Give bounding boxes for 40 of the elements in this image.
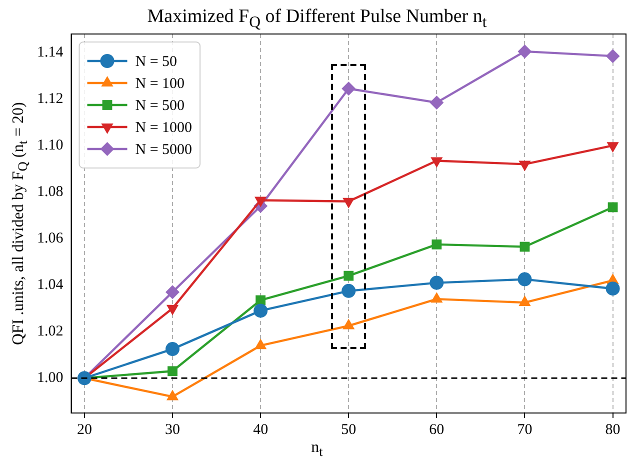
y-tick-label: 1.08 [37, 184, 64, 200]
x-axis-title: n$_{t}$ [310, 438, 324, 460]
point [342, 198, 355, 208]
y-tick-label: 1.10 [37, 138, 64, 154]
point [342, 82, 356, 96]
point [430, 96, 444, 110]
point [606, 282, 620, 296]
point [520, 242, 530, 252]
x-tick-label: 70 [517, 422, 532, 438]
legend-label: N = 1000 [135, 120, 192, 136]
legend-label: N = 100 [135, 76, 185, 92]
x-tick-label: 30 [165, 422, 180, 438]
point [168, 366, 178, 376]
y-tick-label: 1.14 [37, 44, 64, 61]
x-tick-label: 50 [341, 422, 356, 438]
point [432, 239, 442, 250]
point [254, 304, 268, 318]
point [166, 342, 180, 356]
x-tick-label: 20 [76, 422, 92, 438]
y-tick-label: 1.02 [37, 324, 64, 340]
point [606, 49, 620, 64]
point [256, 295, 266, 306]
legend-label: N = 500 [135, 98, 185, 114]
point [342, 284, 356, 298]
x-tick-label: 60 [429, 422, 444, 438]
legend-label: N = 5000 [135, 142, 192, 158]
point [344, 270, 354, 281]
point [518, 272, 532, 286]
y-tick-label: 1.00 [37, 370, 64, 386]
point [518, 44, 532, 58]
point [430, 276, 444, 290]
chart-title: Maximized F$_{Q}$ of Different Pulse Number n$_{t}$ [146, 6, 488, 32]
legend-label: N = 50 [135, 54, 178, 70]
point [608, 202, 618, 212]
y-tick-label: 1.04 [37, 277, 64, 294]
y-tick-label: 1.12 [37, 91, 64, 108]
x-tick-label: 40 [253, 422, 268, 438]
y-tick-label: 1.06 [37, 230, 64, 247]
point [166, 285, 180, 300]
x-tick-label: 80 [605, 422, 620, 438]
